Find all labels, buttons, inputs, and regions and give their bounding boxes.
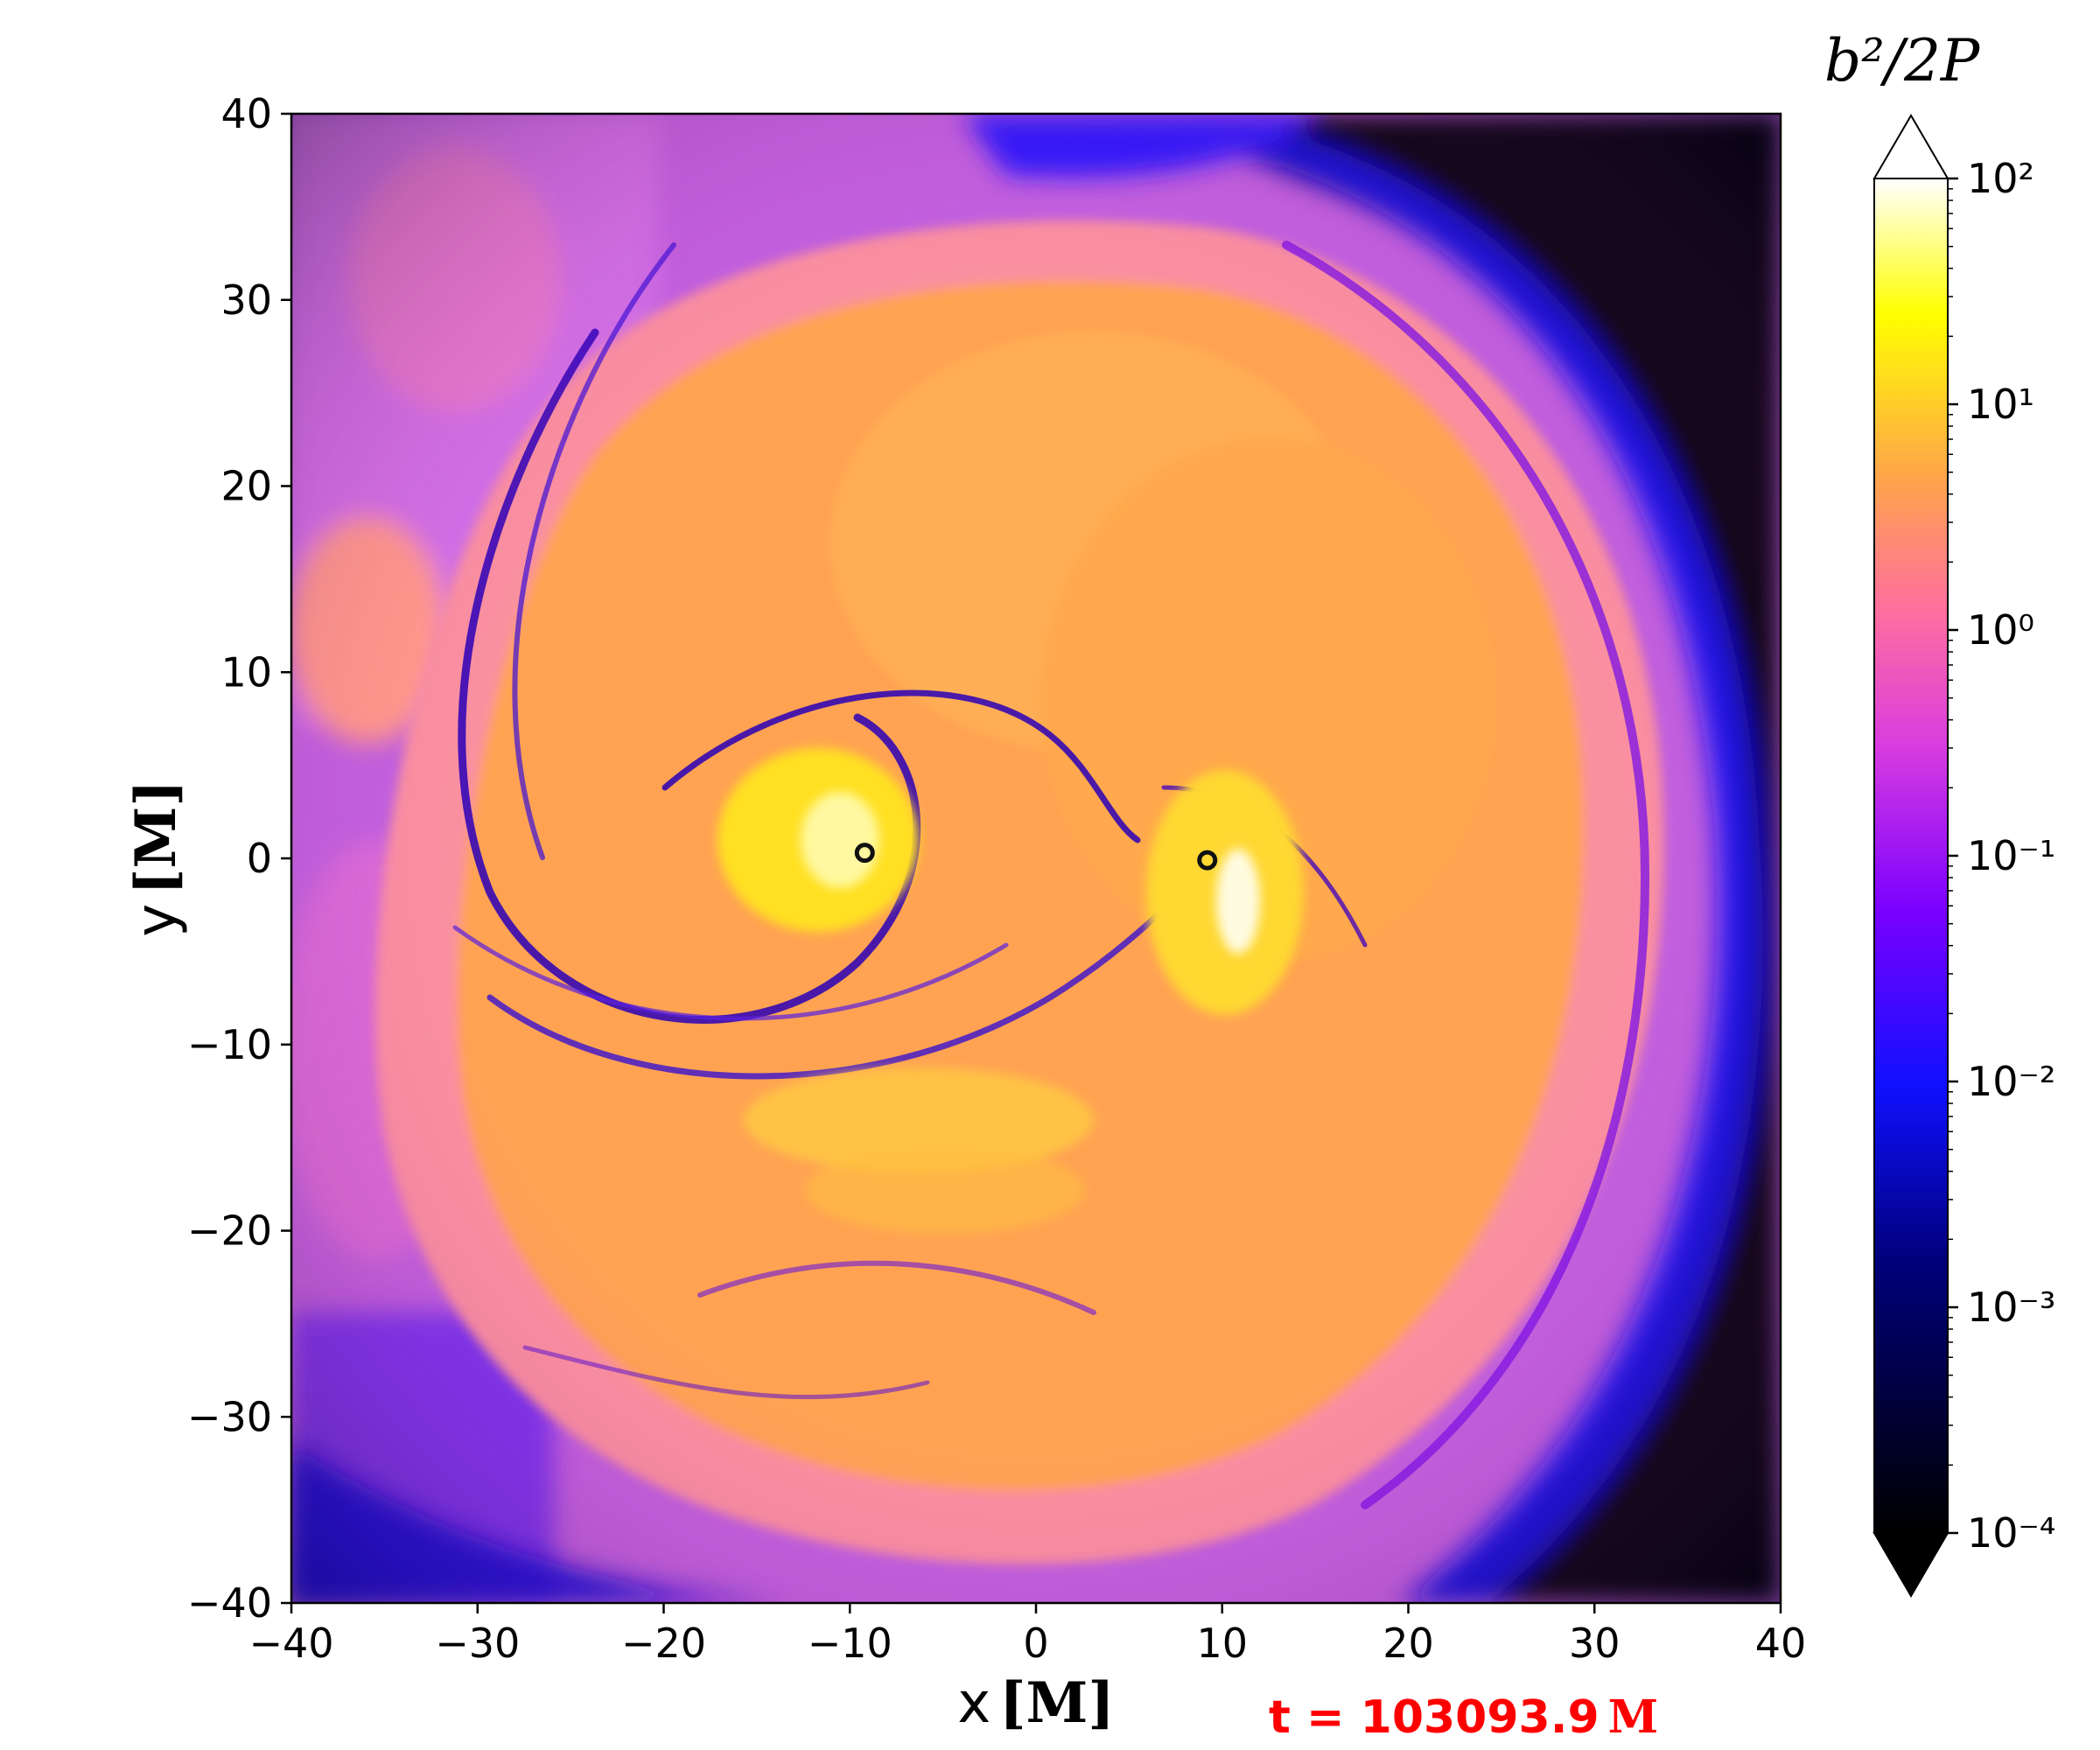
x-tick-label: −10 bbox=[808, 1620, 892, 1667]
x-tick-label: −20 bbox=[621, 1620, 706, 1667]
y-axis-label: y[M] bbox=[123, 780, 189, 936]
colorbar: b²/2P 10² 10¹ 10⁰ 10⁻¹ 10⁻² 10⁻³ 10⁻⁴ bbox=[1824, 27, 2055, 1598]
colorbar-tick-label: 10⁻² bbox=[1967, 1058, 2055, 1105]
x-axis-label: x [M] bbox=[957, 1670, 1114, 1736]
y-tick-label: 40 bbox=[220, 90, 272, 137]
y-tick-label: 0 bbox=[247, 835, 272, 882]
colorbar-title: b²/2P bbox=[1824, 27, 1981, 94]
black-hole-marker bbox=[854, 843, 875, 864]
y-tick-label: −30 bbox=[187, 1393, 272, 1440]
colorbar-tick-label: 10⁻³ bbox=[1967, 1284, 2055, 1331]
x-tick-label: 10 bbox=[1196, 1620, 1248, 1667]
y-tick-label: 30 bbox=[220, 276, 272, 324]
y-tick-label: −20 bbox=[187, 1208, 272, 1255]
time-annotation: t = 103093.9 M bbox=[1269, 1690, 1658, 1744]
x-tick-label: 0 bbox=[1023, 1620, 1048, 1667]
x-axis-ticks: −40 −30 −20 −10 0 10 20 30 40 bbox=[248, 1603, 1806, 1667]
x-tick-label: 20 bbox=[1382, 1620, 1434, 1667]
x-tick-label: −30 bbox=[435, 1620, 520, 1667]
colorbar-gradient bbox=[1873, 178, 1949, 1534]
heatmap-field bbox=[291, 114, 1781, 1603]
x-tick-label: −40 bbox=[248, 1620, 333, 1667]
colorbar-ticks: 10² 10¹ 10⁰ 10⁻¹ 10⁻² 10⁻³ 10⁻⁴ bbox=[1948, 155, 2055, 1557]
y-tick-label: 20 bbox=[220, 463, 272, 510]
colorbar-tick-label: 10¹ bbox=[1967, 381, 2034, 428]
colorbar-tick-label: 10² bbox=[1967, 155, 2034, 202]
y-tick-label: −10 bbox=[187, 1021, 272, 1068]
colorbar-extend-bottom bbox=[1872, 1532, 1950, 1598]
colorbar-tick-label: 10⁰ bbox=[1967, 606, 2034, 654]
colorbar-tick-label: 10⁻¹ bbox=[1967, 832, 2055, 879]
colorbar-extend-top bbox=[1872, 114, 1950, 179]
x-tick-label: 30 bbox=[1569, 1620, 1620, 1667]
colorbar-tick-label: 10⁻⁴ bbox=[1967, 1509, 2055, 1557]
black-hole-markers bbox=[854, 843, 1218, 871]
y-tick-label: −40 bbox=[187, 1579, 272, 1627]
y-tick-label: 10 bbox=[220, 648, 272, 696]
black-hole-marker bbox=[1197, 850, 1218, 871]
x-tick-label: 40 bbox=[1755, 1620, 1807, 1667]
y-axis-ticks: −40 −30 −20 −10 0 10 20 30 40 bbox=[187, 90, 291, 1627]
